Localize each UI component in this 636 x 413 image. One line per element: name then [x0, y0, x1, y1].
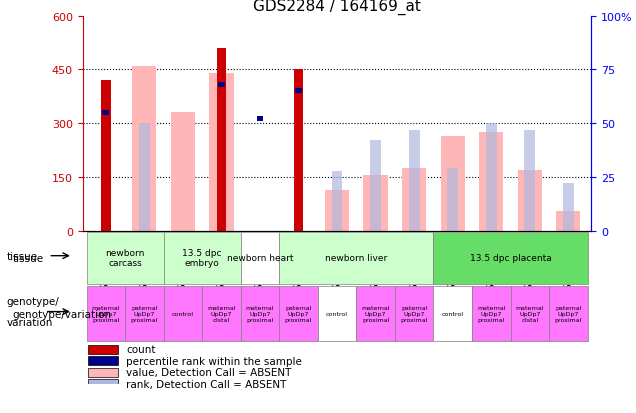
Bar: [563, 184, 574, 231]
FancyBboxPatch shape: [240, 287, 279, 342]
FancyBboxPatch shape: [549, 287, 588, 342]
Text: newborn
carcass: newborn carcass: [106, 249, 145, 268]
Bar: [256, 117, 263, 122]
Text: percentile rank within the sample: percentile rank within the sample: [126, 356, 302, 366]
Text: newborn heart: newborn heart: [227, 254, 293, 263]
FancyBboxPatch shape: [511, 287, 549, 342]
Bar: [88, 380, 118, 389]
Bar: [88, 356, 118, 366]
FancyBboxPatch shape: [318, 287, 356, 342]
Text: tissue: tissue: [13, 253, 44, 263]
FancyBboxPatch shape: [434, 287, 472, 342]
Text: genotype/: genotype/: [6, 296, 59, 306]
Text: maternal
UpDp7
proximal: maternal UpDp7 proximal: [477, 306, 506, 322]
Text: paternal
UpDp7
proximal: paternal UpDp7 proximal: [401, 306, 428, 322]
FancyBboxPatch shape: [279, 233, 434, 284]
Bar: [294, 70, 303, 231]
FancyBboxPatch shape: [202, 287, 240, 342]
Bar: [518, 171, 542, 231]
Bar: [364, 176, 388, 231]
FancyBboxPatch shape: [163, 233, 240, 284]
Bar: [88, 368, 118, 377]
Text: 13.5 dpc
embryo: 13.5 dpc embryo: [183, 249, 222, 268]
Bar: [132, 66, 156, 231]
FancyBboxPatch shape: [395, 287, 434, 342]
Text: tissue: tissue: [6, 251, 38, 261]
Text: maternal
UpDp7
distal: maternal UpDp7 distal: [207, 306, 236, 322]
Bar: [102, 110, 109, 116]
Bar: [525, 131, 536, 231]
Bar: [486, 124, 497, 231]
Text: paternal
UpDp7
proximal: paternal UpDp7 proximal: [555, 306, 582, 322]
Bar: [447, 169, 458, 231]
FancyBboxPatch shape: [163, 287, 202, 342]
Bar: [209, 74, 233, 231]
Text: maternal
UpDp7
proximal: maternal UpDp7 proximal: [92, 306, 120, 322]
FancyBboxPatch shape: [279, 287, 318, 342]
Text: value, Detection Call = ABSENT: value, Detection Call = ABSENT: [126, 368, 291, 377]
Text: newborn liver: newborn liver: [325, 254, 387, 263]
Text: maternal
UpDp7
distal: maternal UpDp7 distal: [516, 306, 544, 322]
Bar: [370, 141, 381, 231]
FancyBboxPatch shape: [86, 233, 163, 284]
Bar: [325, 190, 349, 231]
Text: control: control: [442, 311, 464, 316]
Text: count: count: [126, 344, 155, 354]
FancyBboxPatch shape: [472, 287, 511, 342]
Text: paternal
UpDp7
proximal: paternal UpDp7 proximal: [285, 306, 312, 322]
FancyBboxPatch shape: [434, 233, 588, 284]
Bar: [402, 169, 426, 231]
Text: maternal
UpDp7
proximal: maternal UpDp7 proximal: [361, 306, 390, 322]
Bar: [88, 345, 118, 354]
Text: maternal
UpDp7
proximal: maternal UpDp7 proximal: [245, 306, 274, 322]
Text: variation: variation: [6, 318, 53, 328]
FancyBboxPatch shape: [240, 233, 279, 284]
Text: genotype/variation: genotype/variation: [13, 309, 112, 319]
Text: rank, Detection Call = ABSENT: rank, Detection Call = ABSENT: [126, 379, 286, 389]
Bar: [556, 211, 581, 231]
Text: paternal
UpDp7
proximal: paternal UpDp7 proximal: [130, 306, 158, 322]
FancyBboxPatch shape: [125, 287, 163, 342]
Bar: [170, 113, 195, 231]
Text: control: control: [172, 311, 194, 316]
Title: GDS2284 / 164169_at: GDS2284 / 164169_at: [253, 0, 421, 15]
Text: control: control: [326, 311, 348, 316]
FancyBboxPatch shape: [356, 287, 395, 342]
Bar: [441, 136, 465, 231]
FancyBboxPatch shape: [86, 287, 125, 342]
Bar: [139, 124, 149, 231]
Bar: [409, 131, 420, 231]
Bar: [332, 171, 342, 231]
Bar: [217, 49, 226, 231]
Bar: [479, 133, 504, 231]
Bar: [295, 89, 302, 94]
Bar: [101, 81, 111, 231]
Bar: [218, 82, 225, 88]
Text: 13.5 dpc placenta: 13.5 dpc placenta: [469, 254, 551, 263]
